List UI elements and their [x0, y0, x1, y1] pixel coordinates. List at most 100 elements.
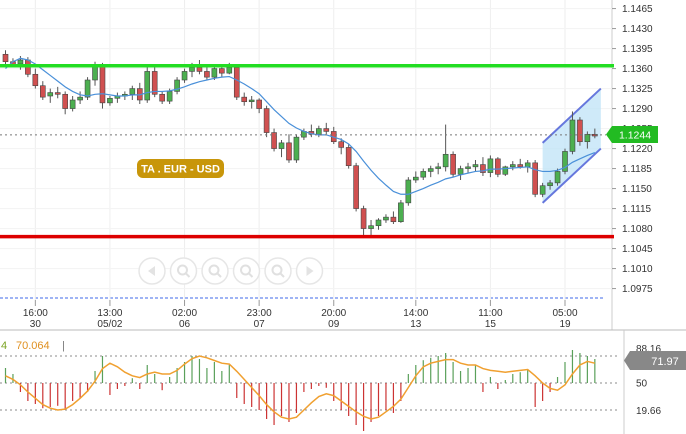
oscillator-value-label: 70.064	[16, 340, 50, 352]
moving-average-layer	[5, 57, 596, 195]
candle-body-down	[323, 128, 330, 132]
price-tick-label: 1.1360	[622, 64, 653, 75]
candle	[338, 138, 345, 155]
current-price-badge	[612, 126, 658, 143]
candle-body-up	[457, 168, 464, 175]
candle-body-up	[405, 179, 412, 204]
time-tick-label: 14:00	[403, 308, 428, 319]
candle	[427, 165, 434, 178]
candle	[62, 91, 68, 115]
candle	[144, 65, 151, 103]
time-tick-label: 11:00	[478, 308, 503, 319]
candle-body-up	[398, 202, 404, 223]
candlesticks	[2, 50, 598, 238]
candle-body-up	[472, 164, 479, 168]
zoom-in-button[interactable]	[232, 257, 261, 285]
candle-body-up	[584, 133, 591, 143]
zoom-out-button[interactable]	[169, 257, 198, 285]
candle-body-down	[263, 108, 270, 133]
date-tick-label: 15	[485, 319, 497, 330]
oscillator-marker: |	[62, 340, 65, 352]
price-axis: 1.1465 1.1430 1.1395 1.1360 1.1325 1.1290 1.12…	[612, 4, 653, 295]
candle	[241, 92, 248, 106]
candle-body-up	[539, 185, 546, 195]
candle-body-down	[353, 165, 359, 209]
candle-body-down	[62, 93, 68, 109]
candle	[353, 162, 359, 212]
candle-body-up	[547, 182, 553, 187]
candle-body-down	[233, 67, 240, 98]
candle-body-up	[181, 71, 188, 81]
candle-body-up	[17, 59, 24, 65]
date-tick-label: 30	[30, 319, 42, 330]
candle	[412, 171, 419, 183]
candle-body-down	[204, 71, 210, 78]
date-tick-label: 05/02	[97, 319, 122, 330]
candle	[368, 220, 374, 236]
candle-body-up	[278, 142, 285, 149]
chevron-right-icon	[306, 266, 314, 276]
price-tick-label: 1.1185	[622, 164, 652, 175]
candle-body-up	[375, 219, 382, 227]
candle	[286, 134, 292, 163]
candle	[398, 200, 404, 223]
candle	[39, 81, 46, 100]
candle	[577, 117, 583, 146]
candle-body-up	[84, 79, 91, 98]
scroll-right-button[interactable]	[295, 257, 324, 285]
candle-body-up	[166, 91, 173, 102]
magnifier-icon	[177, 264, 188, 276]
candle	[69, 96, 76, 112]
candle-body-down	[99, 65, 106, 104]
time-tick-label: 16:00	[23, 308, 48, 319]
candle-body-down	[450, 153, 456, 175]
candle	[569, 111, 576, 155]
candle-body-up	[383, 216, 389, 221]
candle-body-up	[47, 92, 54, 97]
candle-body-down	[480, 164, 486, 173]
candle	[584, 131, 591, 149]
chevron-left-icon	[148, 266, 155, 276]
candle-body-down	[345, 147, 352, 167]
channel-upper-line[interactable]	[541, 87, 602, 144]
candle	[278, 140, 285, 158]
scroll-left-button[interactable]	[138, 257, 166, 285]
candle-body-up	[107, 97, 113, 104]
candle	[151, 67, 158, 98]
candle	[592, 128, 598, 139]
horizontal-lines[interactable]	[0, 63, 614, 239]
candle	[480, 157, 486, 176]
oscillator-series-number: 4	[1, 340, 7, 352]
channel-lower-line[interactable]	[541, 147, 602, 204]
candle-body-down	[577, 119, 583, 143]
candle-body-up	[368, 225, 374, 229]
candle-body-up	[487, 158, 494, 173]
instrument-badge[interactable]	[137, 159, 224, 178]
candle-body-up	[316, 128, 322, 135]
chart-navigation[interactable]	[138, 257, 324, 285]
candle-body-down	[32, 73, 39, 87]
magnifier-icon	[271, 264, 283, 276]
candle	[539, 182, 546, 198]
candle-body-up	[189, 67, 195, 72]
price-tick-label: 1.1010	[622, 264, 653, 275]
fit-button[interactable]	[264, 257, 292, 285]
magnifier-icon	[208, 264, 220, 276]
moving-average-line	[5, 57, 596, 195]
candle	[532, 160, 538, 198]
zoom-reset-button[interactable]	[201, 257, 229, 285]
candle	[2, 50, 9, 66]
candle-body-down	[159, 93, 165, 102]
price-tick-label: 1.1045	[622, 244, 653, 255]
candle	[472, 160, 479, 172]
candle-body-up	[569, 119, 576, 152]
candle	[547, 180, 553, 190]
price-tick-label: 1.1430	[622, 24, 653, 35]
candle	[435, 162, 441, 175]
candle-body-up	[248, 99, 255, 103]
candle-body-down	[517, 164, 524, 168]
price-tick-label: 1.1325	[622, 84, 653, 95]
candle-body-down	[592, 133, 598, 137]
candle	[99, 62, 106, 109]
